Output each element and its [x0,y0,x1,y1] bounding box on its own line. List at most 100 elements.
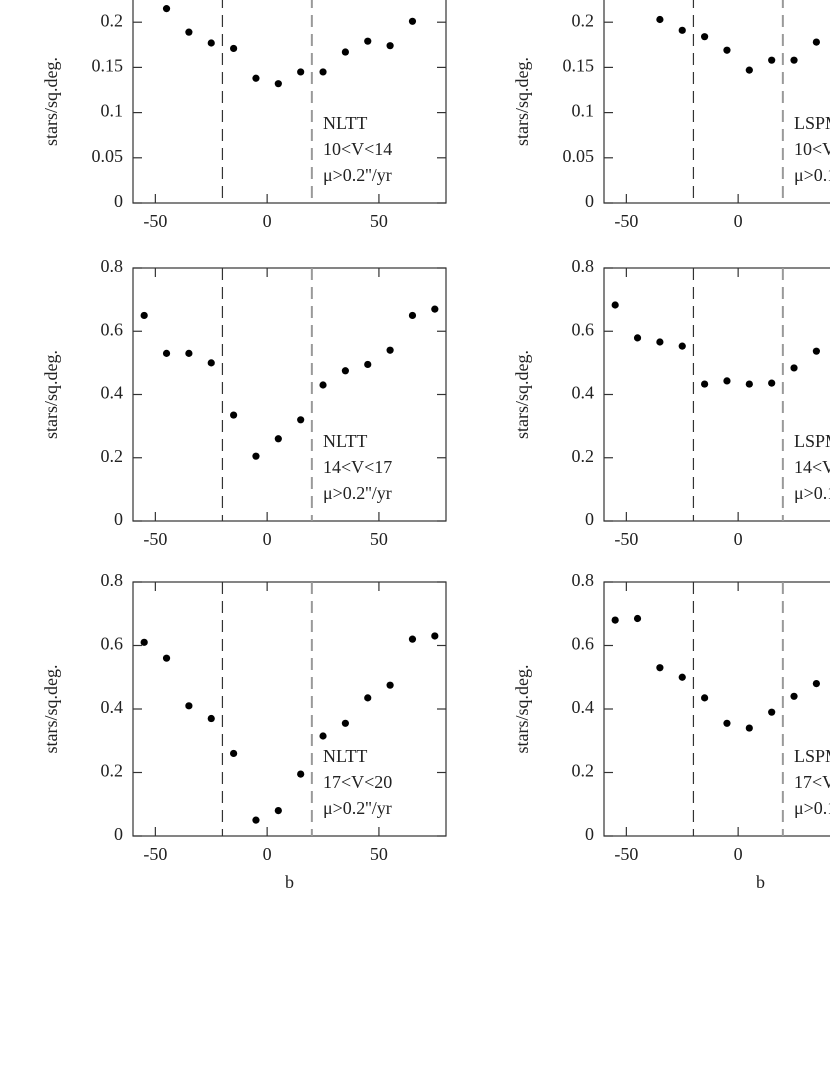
data-point [701,33,709,41]
x-axis-label: b [756,872,765,892]
y-tick-label: 0 [114,509,123,529]
annotation: μ>0.15''/yr [794,483,830,503]
plot-frame [132,0,447,204]
y-tick-label: 0.4 [572,697,595,717]
y-tick-label: 0.4 [101,383,124,403]
data-point [812,680,820,688]
data-point [431,305,439,313]
data-point [274,80,282,88]
y-tick-label: 0.05 [92,146,124,166]
data-point [230,44,238,53]
data-point [431,632,439,640]
y-tick-label: 0.4 [101,697,124,717]
y-tick-label: 0 [585,509,594,529]
y-tick-label: 0 [585,824,594,844]
data-point [162,349,171,357]
data-point [341,367,349,375]
data-point [274,807,282,815]
y-tick-label: 0.2 [101,761,124,781]
annotation: 17<V<20 [794,772,830,792]
data-point [297,68,305,76]
annotation: 17<V<20 [323,772,392,792]
data-point [408,635,417,643]
annotation: μ>0.15''/yr [794,798,830,818]
annotation: μ>0.2''/yr [323,483,392,503]
data-point [723,377,731,385]
plot-frame [132,581,447,837]
data-point [701,380,709,388]
x-tick-label: 0 [263,844,272,864]
y-tick-label: 0.2 [572,10,595,30]
y-tick-label: 0.15 [563,56,595,76]
data-point [656,338,664,346]
y-axis-label: stars/sq.deg. [512,57,532,146]
y-tick-label: 0.6 [101,634,124,654]
annotation: NLTT [323,431,367,451]
data-point [723,719,731,727]
data-point [745,724,753,732]
y-tick-label: 0 [114,824,123,844]
y-tick-label: 0 [585,191,594,211]
data-point [185,702,193,710]
x-tick-label: -50 [143,844,167,864]
annotation: 14<V<17 [323,457,392,477]
x-tick-label: -50 [143,529,167,549]
y-tick-label: 0.15 [92,56,124,76]
data-point [207,714,215,723]
x-tick-label: 0 [734,211,743,231]
x-axis-label: b [285,872,294,892]
y-tick-label: 0.6 [572,634,595,654]
data-point [252,74,260,82]
data-point [162,654,171,662]
data-point [386,346,394,354]
data-point [790,364,798,372]
data-point [745,66,753,74]
y-tick-label: 0.1 [101,101,124,121]
data-point [140,638,148,646]
data-point [408,311,417,320]
y-axis-label: stars/sq.deg. [512,350,532,439]
y-tick-label: 0.6 [101,319,124,339]
data-point [768,708,776,716]
data-point [656,664,664,672]
plot-frame [603,0,830,204]
data-point [386,681,394,689]
x-tick-label: 0 [734,844,743,864]
data-point [297,770,305,778]
data-point [230,749,238,758]
y-tick-label: 0.05 [563,146,595,166]
data-point [252,452,260,460]
x-tick-label: 0 [734,529,743,549]
y-tick-label: 0.2 [572,761,595,781]
y-tick-label: 0.6 [572,319,595,339]
data-point [812,347,820,355]
y-tick-label: 0.4 [572,383,595,403]
data-point [678,26,686,34]
y-tick-label: 0.2 [101,446,124,466]
annotation: μ>0.15''/yr [794,165,830,185]
x-tick-label: 0 [263,529,272,549]
annotation: NLTT [323,746,367,766]
data-point [678,673,686,681]
annotation: LSPM [794,746,830,766]
x-tick-label: 0 [263,211,272,231]
data-point [207,359,215,367]
annotation: 10<V<14 [323,139,392,159]
data-point [364,360,372,369]
y-tick-label: 0.8 [101,570,124,590]
data-point [230,411,238,419]
y-tick-label: 0.1 [572,101,595,121]
data-point [274,435,282,443]
data-point [633,334,642,342]
data-point [185,349,193,357]
data-point [678,342,686,350]
x-tick-label: 50 [370,211,388,231]
annotation: LSPM [794,431,830,451]
x-tick-label: -50 [614,529,638,549]
data-point [364,694,372,702]
y-tick-label: 0.8 [101,256,124,276]
data-point [633,614,642,623]
y-tick-label: 0.8 [572,256,595,276]
annotation: μ>0.2''/yr [323,798,392,818]
